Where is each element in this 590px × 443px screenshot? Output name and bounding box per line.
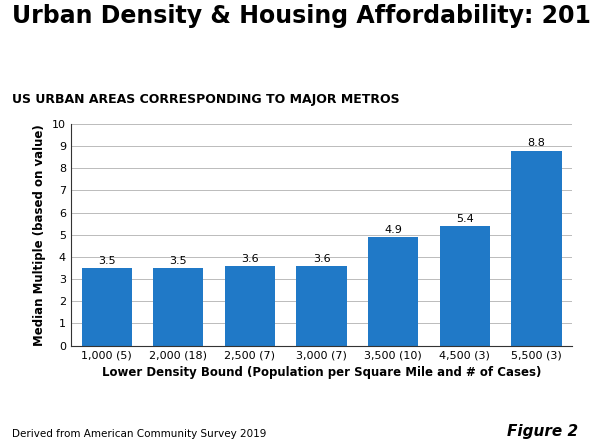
- Bar: [512, 151, 562, 346]
- Text: 8.8: 8.8: [527, 138, 545, 148]
- Text: 3.6: 3.6: [241, 253, 259, 264]
- Text: 3.6: 3.6: [313, 253, 330, 264]
- X-axis label: Lower Density Bound (Population per Square Mile and # of Cases): Lower Density Bound (Population per Squa…: [102, 366, 541, 379]
- Text: Derived from American Community Survey 2019: Derived from American Community Survey 2…: [12, 428, 266, 439]
- Bar: [368, 237, 418, 346]
- Bar: [81, 268, 132, 346]
- Text: Urban Density & Housing Affordability: 2019: Urban Density & Housing Affordability: 2…: [12, 4, 590, 28]
- Y-axis label: Median Multiple (based on value): Median Multiple (based on value): [34, 124, 47, 346]
- Text: Figure 2: Figure 2: [507, 424, 578, 439]
- Text: 3.5: 3.5: [169, 256, 187, 266]
- Bar: [440, 226, 490, 346]
- Bar: [225, 266, 275, 346]
- Bar: [153, 268, 204, 346]
- Text: US URBAN AREAS CORRESPONDING TO MAJOR METROS: US URBAN AREAS CORRESPONDING TO MAJOR ME…: [12, 93, 399, 106]
- Bar: [296, 266, 346, 346]
- Text: 3.5: 3.5: [98, 256, 116, 266]
- Text: 4.9: 4.9: [384, 225, 402, 235]
- Text: 5.4: 5.4: [456, 214, 474, 224]
